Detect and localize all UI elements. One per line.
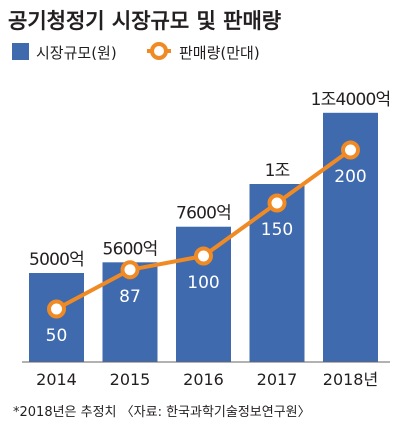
bar-value-label-0: 5000억 — [29, 250, 84, 270]
chart-title: 공기청정기 시장규모 및 판매량 — [8, 9, 281, 33]
x-tick-label-0: 2014 — [36, 370, 77, 389]
x-tick-label-3: 2017 — [257, 370, 298, 389]
line-point-4 — [341, 140, 360, 160]
source-note: *2018년은 추정치 〈자료: 한국과학기술정보연구원〉 — [13, 405, 311, 420]
x-tick-label-4: 2018년 — [323, 370, 378, 389]
legend-line-marker — [150, 42, 168, 60]
legend-label-market-size: 시장규모(원) — [36, 44, 117, 62]
bar-series — [29, 112, 378, 362]
line-point-3 — [267, 193, 287, 213]
legend: 시장규모(원) 판매량(만대) — [12, 42, 260, 62]
line-value-label-4: 200 — [334, 167, 366, 187]
line-point-0 — [47, 299, 66, 319]
bar-value-label-1: 5600억 — [103, 239, 158, 259]
bar-value-label-4: 1조4000억 — [311, 90, 391, 110]
line-value-label-2: 100 — [187, 273, 219, 293]
legend-label-sales: 판매량(만대) — [179, 44, 260, 62]
line-point-1 — [120, 260, 140, 280]
x-tick-label-1: 2015 — [110, 370, 151, 389]
x-tick-labels: 2014 2015 2016 2017 2018년 — [36, 370, 378, 389]
bar-value-label-3: 1조 — [265, 161, 290, 181]
x-tick-label-2: 2016 — [183, 370, 224, 389]
line-point-2 — [194, 246, 213, 266]
line-series: 50 87 100 150 200 — [46, 140, 367, 346]
line-value-label-0: 50 — [46, 326, 68, 346]
bar-value-label-2: 7600억 — [176, 204, 231, 224]
line-value-label-3: 150 — [261, 220, 293, 240]
legend-bar-swatch — [12, 43, 29, 60]
line-value-label-1: 87 — [119, 287, 141, 307]
bar-data-labels: 5000억 5600억 7600억 1조 1조4000억 — [29, 90, 391, 270]
bar-3 — [249, 184, 305, 362]
